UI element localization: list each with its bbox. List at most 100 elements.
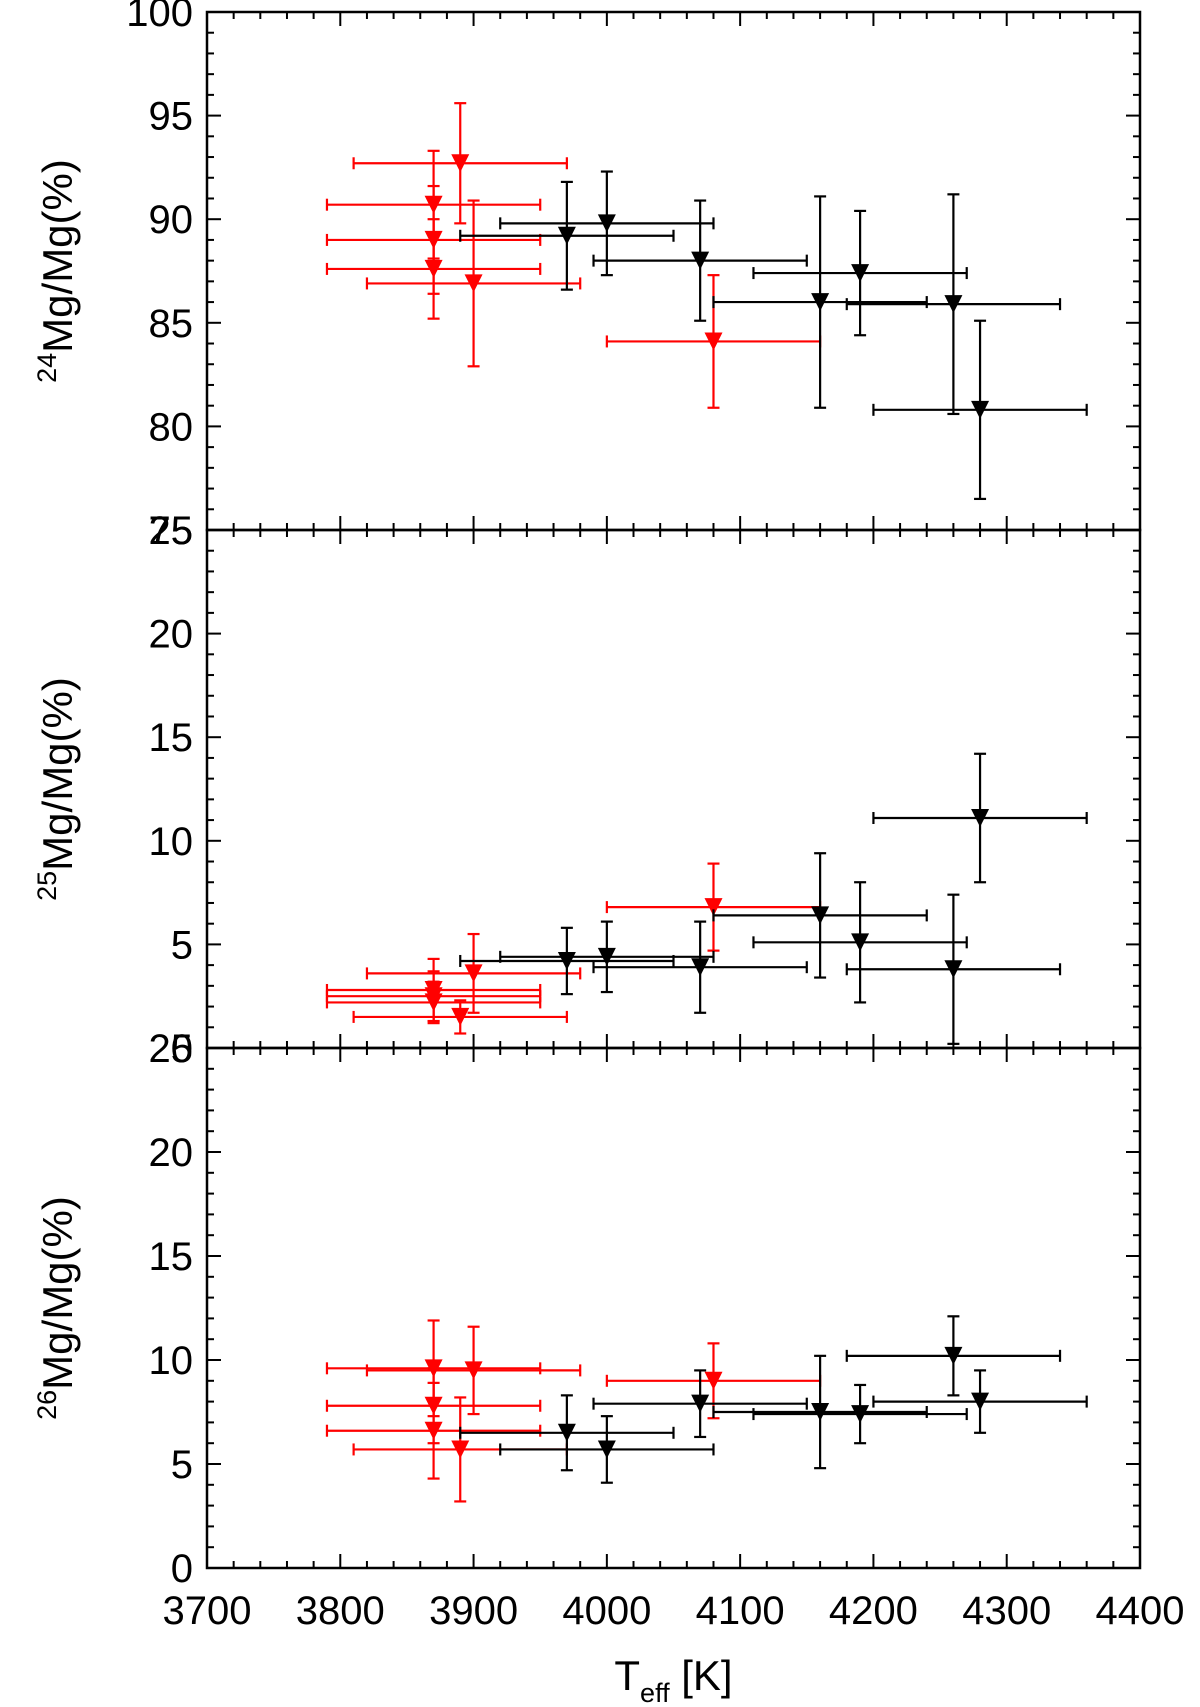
y-tick-label: 100 xyxy=(126,0,193,35)
plot-frame xyxy=(205,1046,1142,1570)
y-axis-title-text: Mg/Mg(%) xyxy=(34,677,81,871)
down-triangle-marker xyxy=(944,960,963,979)
data-point-black xyxy=(459,926,675,996)
down-triangle-marker xyxy=(424,993,443,1012)
data-point-red xyxy=(325,218,542,320)
data-point-black xyxy=(592,1369,808,1439)
down-triangle-marker xyxy=(971,400,990,419)
down-triangle-marker xyxy=(851,1405,870,1424)
data-point-red xyxy=(365,199,582,368)
y-tick-label: 85 xyxy=(149,302,194,346)
data-point-black xyxy=(592,199,808,322)
y-tick-label: 20 xyxy=(149,613,194,657)
x-tick-label: 3700 xyxy=(163,1589,252,1633)
data-point-black xyxy=(752,1383,968,1445)
down-triangle-marker xyxy=(597,214,616,233)
x-tick-label: 4400 xyxy=(1096,1589,1185,1633)
data-point-black xyxy=(459,1394,675,1472)
down-triangle-marker xyxy=(451,154,470,173)
down-triangle-marker xyxy=(451,1007,470,1026)
y-tick-label: 95 xyxy=(149,95,194,139)
data-point-red xyxy=(605,1342,822,1420)
down-triangle-marker xyxy=(424,1421,443,1440)
y-axis-title-text: Mg/Mg(%) xyxy=(34,159,81,353)
y-axis-title: 25Mg/Mg(%) xyxy=(32,677,81,901)
x-tick-label: 4000 xyxy=(562,1589,651,1633)
data-point-red xyxy=(325,1381,542,1480)
x-tick-label: 3900 xyxy=(429,1589,518,1633)
down-triangle-marker xyxy=(811,293,830,312)
data-point-red xyxy=(325,980,542,1025)
x-tick-label: 4100 xyxy=(696,1589,785,1633)
down-triangle-marker xyxy=(597,947,616,966)
y-axis-title: 24Mg/Mg(%) xyxy=(32,159,81,383)
down-triangle-marker xyxy=(704,898,723,917)
data-point-black xyxy=(499,1415,715,1484)
data-point-black xyxy=(499,170,715,277)
y-tick-label: 25 xyxy=(149,1027,194,1071)
y-tick-label: 15 xyxy=(149,1235,194,1279)
down-triangle-marker xyxy=(811,1403,830,1421)
down-triangle-marker xyxy=(944,1346,963,1365)
panel-bottom: 0 5 10 15 20 25 26Mg/Mg(%) xyxy=(32,1027,1142,1591)
data-point-black xyxy=(712,195,928,409)
down-triangle-marker xyxy=(691,958,710,977)
x-tick-label: 3800 xyxy=(296,1589,385,1633)
down-triangle-marker xyxy=(971,809,990,828)
data-point-black xyxy=(499,920,715,994)
down-triangle-marker xyxy=(851,933,870,952)
y-tick-label: 25 xyxy=(149,509,194,553)
y-tick-label: 0 xyxy=(171,1027,193,1071)
down-triangle-marker xyxy=(691,251,710,270)
data-point-black xyxy=(592,920,808,1014)
x-axis-title: Teff [K] xyxy=(614,1652,732,1707)
data-point-red xyxy=(365,1325,582,1416)
panel-top: 75 80 85 90 95 100 24Mg/Mg(%) xyxy=(32,0,1142,553)
y-tick-label: 10 xyxy=(149,820,194,864)
y-tick-label: 90 xyxy=(149,198,194,242)
data-point-red xyxy=(365,932,582,1014)
data-point-black xyxy=(712,1354,928,1470)
data-point-black xyxy=(712,852,928,979)
data-point-black xyxy=(752,209,968,337)
down-triangle-marker xyxy=(464,274,483,293)
data-point-red xyxy=(352,999,568,1035)
down-triangle-marker xyxy=(424,259,443,278)
x-tick-label: 4200 xyxy=(829,1589,918,1633)
down-triangle-marker xyxy=(811,906,830,925)
data-point-black xyxy=(872,1369,1088,1434)
down-triangle-marker xyxy=(971,1392,990,1411)
y-axis-title-superscript: 24 xyxy=(32,353,62,383)
data-point-black xyxy=(845,193,1062,416)
data-point-black xyxy=(872,752,1088,884)
y-tick-label: 10 xyxy=(149,1339,194,1383)
down-triangle-marker xyxy=(464,1361,483,1380)
x-axis-title-unit: [K] xyxy=(670,1652,733,1699)
down-triangle-marker xyxy=(944,295,963,314)
data-point-black xyxy=(845,1315,1062,1397)
down-triangle-marker xyxy=(597,1440,616,1459)
y-axis-title-superscript: 26 xyxy=(32,1390,62,1420)
data-point-black xyxy=(459,180,675,291)
data-point-red xyxy=(605,862,822,952)
down-triangle-marker xyxy=(691,1394,710,1413)
data-point-black xyxy=(872,319,1088,501)
y-tick-label: 75 xyxy=(149,509,194,553)
y-axis-title: 26Mg/Mg(%) xyxy=(32,1196,81,1420)
y-tick-label: 20 xyxy=(149,1131,194,1175)
y-tick-label: 15 xyxy=(149,716,194,760)
down-triangle-marker xyxy=(557,226,576,245)
x-tick-label: 4300 xyxy=(962,1589,1051,1633)
plot-frame xyxy=(205,10,1142,532)
down-triangle-marker xyxy=(464,964,483,983)
down-triangle-marker xyxy=(704,1371,723,1390)
down-triangle-marker xyxy=(851,264,870,283)
data-point-red xyxy=(605,274,822,409)
x-axis-title-main: T xyxy=(614,1652,640,1699)
y-tick-label: 5 xyxy=(171,1443,193,1487)
down-triangle-marker xyxy=(704,332,723,351)
down-triangle-marker xyxy=(557,1423,576,1442)
y-axis-title-text: Mg/Mg(%) xyxy=(34,1196,81,1390)
